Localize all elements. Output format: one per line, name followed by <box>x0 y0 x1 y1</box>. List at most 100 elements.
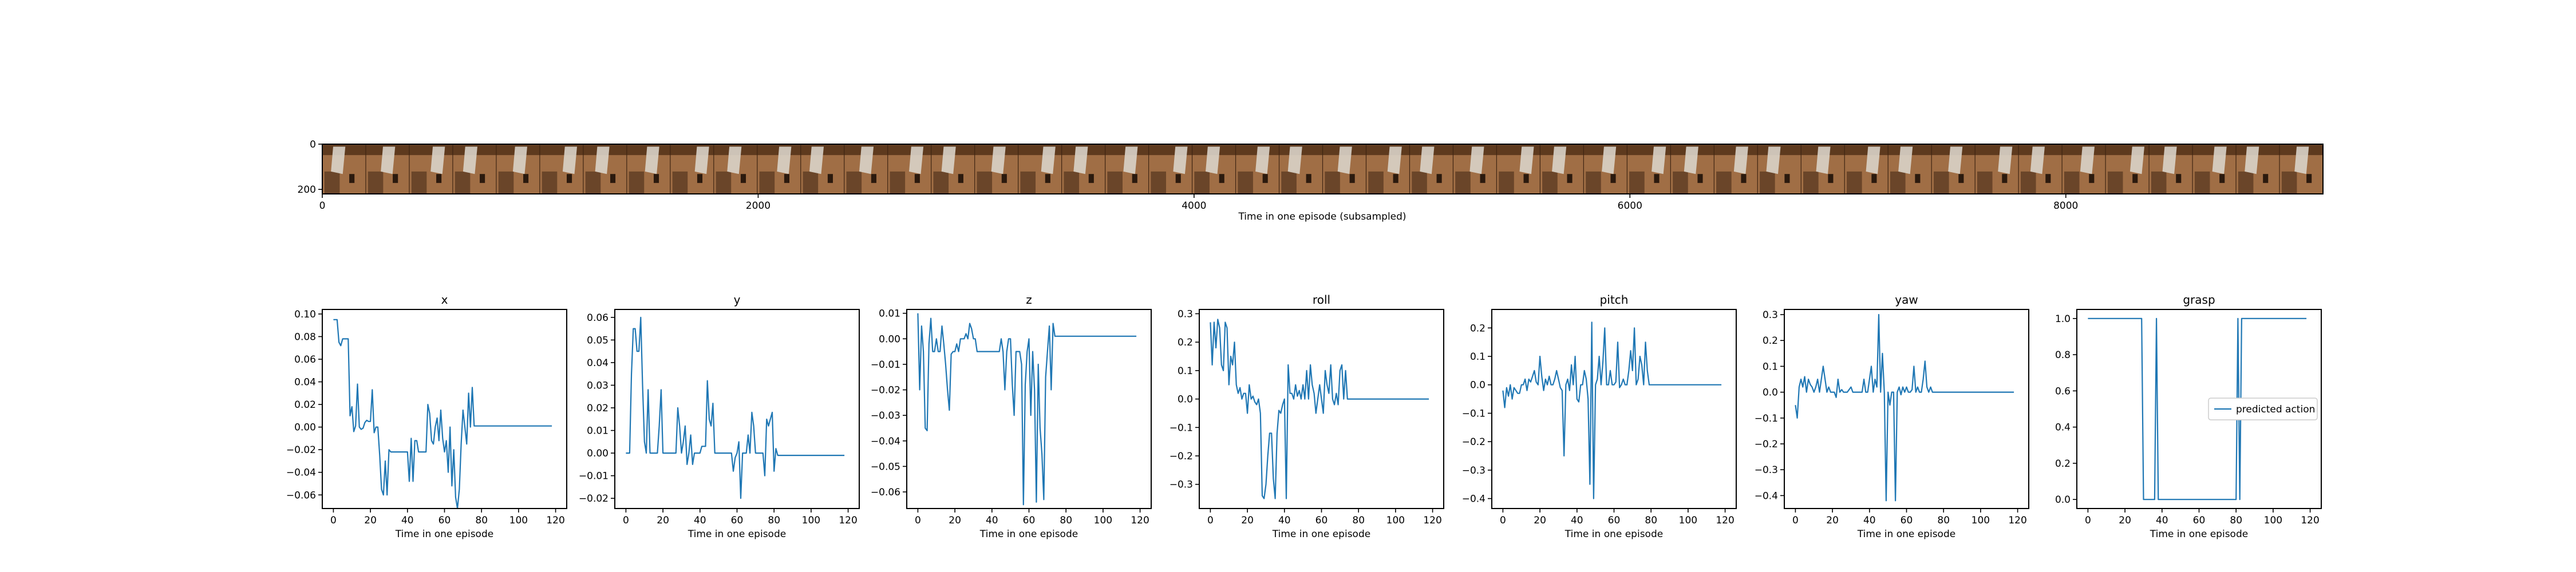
strip-xtick-label: 8000 <box>2053 200 2078 212</box>
ytick-label: 0.0 <box>1470 380 1485 391</box>
panel-x: x 0 20 40 60 80 100 120 −0.06 −0.04 −0.02 0.00 0.02 0… <box>286 293 567 540</box>
ytick-label: 0.0 <box>2055 494 2071 506</box>
ytick-label: 0.2 <box>1470 323 1485 334</box>
strip-xtick-label: 2000 <box>746 200 771 212</box>
axes-frame <box>614 309 860 509</box>
xtick-label: 120 <box>546 515 564 526</box>
ytick-label: 0.1 <box>1470 351 1485 363</box>
series-line-z <box>917 313 1137 506</box>
ytick-label: −0.06 <box>871 487 900 498</box>
strip-frame <box>1713 144 1758 194</box>
strip-frame <box>2018 144 2063 194</box>
ytick-label: −0.2 <box>1462 436 1485 448</box>
strip-frame <box>713 144 758 194</box>
ytick-label: −0.2 <box>1170 451 1193 462</box>
strip-frame <box>1235 144 1280 194</box>
panel-title: pitch <box>1600 293 1629 307</box>
xtick-label: 80 <box>1645 515 1657 526</box>
ytick-label: −0.04 <box>871 436 900 447</box>
strip-frame <box>1018 144 1062 194</box>
strip-frame <box>1322 144 1366 194</box>
ytick-label: −0.3 <box>1755 464 1778 476</box>
xtick-label: 20 <box>364 515 377 526</box>
strip-xtick-label: 4000 <box>1182 200 1206 212</box>
xtick-label: 60 <box>438 515 451 526</box>
strip-frame <box>1670 144 1714 194</box>
axes-frame <box>1491 309 1737 509</box>
ytick-label: −0.1 <box>1170 422 1193 434</box>
ytick-label: −0.01 <box>579 471 609 482</box>
ytick-label: 0.0 <box>1178 394 1193 406</box>
xtick-label: 100 <box>1094 515 1112 526</box>
ytick-label: 0.10 <box>294 309 316 320</box>
series-line-y <box>626 316 845 499</box>
xtick-label: 80 <box>2230 515 2242 526</box>
ytick-label: −0.3 <box>1170 479 1193 491</box>
strip-frame <box>800 144 845 194</box>
strip-frame <box>1496 144 1540 194</box>
strip-frame <box>757 144 801 194</box>
ytick-label: −0.04 <box>286 467 316 479</box>
strip-frame <box>670 144 714 194</box>
xtick-label: 20 <box>1241 515 1254 526</box>
xtick-label: 100 <box>1679 515 1697 526</box>
xtick-label: 40 <box>401 515 414 526</box>
image-strip-xlabel: Time in one episode (subsampled) <box>1238 211 1406 223</box>
strip-frame <box>2061 144 2106 194</box>
ytick-label: −0.03 <box>871 410 900 422</box>
strip-frame <box>887 144 932 194</box>
strip-frame <box>2148 144 2193 194</box>
strip-frame <box>1365 144 1410 194</box>
ytick-label: 0.06 <box>294 354 316 366</box>
ytick-label: 0.05 <box>587 335 609 346</box>
strip-frame <box>322 144 366 194</box>
strip-frame <box>1800 144 1845 194</box>
xtick-label: 20 <box>2119 515 2131 526</box>
ytick-label: 0.3 <box>1178 308 1193 320</box>
strip-frame <box>583 144 627 194</box>
xtick-label: 40 <box>1278 515 1291 526</box>
ytick-label: 0.06 <box>587 312 609 324</box>
ytick-label: 0.01 <box>587 426 609 437</box>
ytick-label: 1.0 <box>2055 313 2071 325</box>
ytick-label: 0.00 <box>294 422 316 434</box>
ytick-label: 0.2 <box>1763 335 1778 347</box>
ytick-label: 0.1 <box>1178 366 1193 377</box>
strip-frame <box>1583 144 1627 194</box>
strip-frame <box>974 144 1019 194</box>
panel-yaw: yaw 0 20 40 60 80 100 120 −0.4 −0.3 −0.2 −0.1 0.0 0.1… <box>1755 293 2029 540</box>
xtick-label: 60 <box>1315 515 1328 526</box>
panel-y: y 0 20 40 60 80 100 120 −0.02 −0.01 0.00 0.01 0.02 0.… <box>579 293 860 540</box>
strip-ytick-label: 200 <box>298 184 316 196</box>
strip-frame <box>1105 144 1149 194</box>
xtick-label: 120 <box>1423 515 1441 526</box>
ytick-label: −0.1 <box>1755 413 1778 424</box>
ytick-label: 0.02 <box>587 403 609 414</box>
ytick-label: 0.00 <box>879 333 900 345</box>
xlabel: Time in one episode <box>688 529 786 540</box>
strip-frame <box>1061 144 1106 194</box>
strip-xtick-label: 0 <box>319 200 326 212</box>
strip-xtick-label: 6000 <box>1618 200 1642 212</box>
ytick-label: −0.1 <box>1462 408 1485 419</box>
image-strip-frame <box>322 144 2324 194</box>
xlabel: Time in one episode <box>1857 529 1955 540</box>
strip-frame <box>626 144 671 194</box>
strip-frame <box>2192 144 2237 194</box>
ytick-label: −0.02 <box>579 493 609 505</box>
xtick-label: 60 <box>1608 515 1621 526</box>
xtick-label: 120 <box>839 515 857 526</box>
series-line-pitch <box>1502 321 1722 499</box>
ytick-label: −0.2 <box>1755 439 1778 450</box>
xtick-label: 80 <box>1937 515 1950 526</box>
image-strip-frames <box>322 144 2324 194</box>
ytick-label: −0.05 <box>871 461 900 472</box>
strip-frame <box>1409 144 1453 194</box>
panel-title: z <box>1026 293 1032 307</box>
xtick-label: 120 <box>1131 515 1149 526</box>
panel-title: yaw <box>1895 293 1918 307</box>
series-line-grasp <box>2088 317 2307 500</box>
xtick-label: 40 <box>694 515 706 526</box>
xtick-label: 80 <box>1060 515 1072 526</box>
